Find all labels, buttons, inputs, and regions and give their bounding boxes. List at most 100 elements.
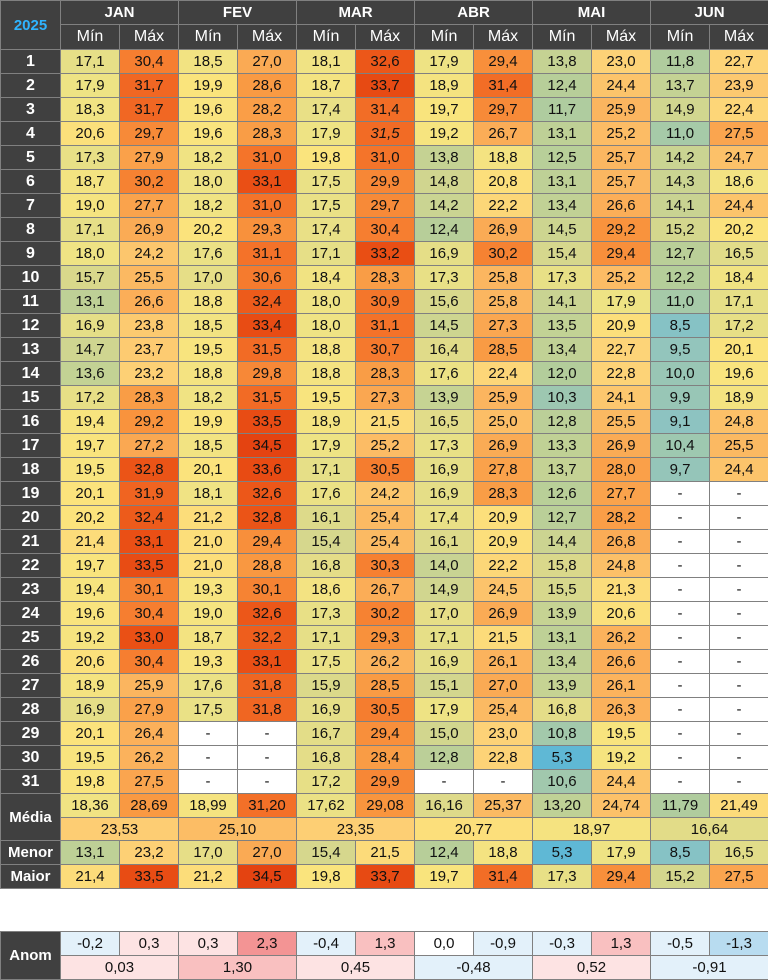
day-label: 30: [0, 745, 61, 770]
max-temp-cell: 22,4: [473, 361, 534, 386]
table-row: 10 15,7 25,5 17,0 30,6 18,4 28,3 17,3 25,8 17,3 25…: [0, 265, 768, 290]
anom-cell: 0,45: [296, 955, 415, 980]
max-temp-cell: -: [709, 745, 768, 770]
min-temp-cell: 20,1: [178, 457, 239, 482]
min-temp-cell: 11,0: [650, 121, 711, 146]
mean-min-cell: 13,20: [532, 793, 593, 818]
max-temp-cell: 27,5: [709, 121, 768, 146]
min-temp-cell: 13,1: [532, 121, 593, 146]
table-row: 6 18,7 30,2 18,0 33,1 17,5 29,9 14,8 20,8 13,1 25,…: [0, 169, 768, 194]
min-temp-cell: 18,0: [178, 169, 239, 194]
anom-cell: 0,52: [532, 955, 651, 980]
min-temp-cell: 17,6: [178, 673, 239, 698]
max-temp-cell: 33,4: [237, 313, 298, 338]
month-header: MAI: [532, 0, 652, 25]
day-label: 25: [0, 625, 61, 650]
min-temp-cell: 17,9: [296, 433, 357, 458]
max-temp-cell: 29,4: [591, 241, 652, 266]
max-temp-cell: 23,9: [709, 73, 768, 98]
min-temp-cell: 12,5: [532, 145, 593, 170]
max-temp-cell: 24,8: [709, 409, 768, 434]
highest-max-cell: 29,4: [591, 864, 652, 889]
day-label: 23: [0, 577, 61, 602]
month-header: JAN: [59, 0, 180, 25]
max-temp-cell: 33,5: [118, 553, 180, 578]
max-temp-cell: 26,9: [591, 433, 652, 458]
min-temp-cell: 13,8: [532, 49, 593, 74]
max-temp-cell: 24,2: [355, 481, 416, 506]
max-temp-cell: 22,2: [473, 553, 534, 578]
min-temp-cell: 19,5: [178, 337, 239, 362]
min-temp-cell: 16,1: [414, 529, 475, 554]
max-temp-cell: 28,6: [237, 73, 298, 98]
min-temp-cell: -: [650, 697, 711, 722]
min-temp-cell: 16,9: [60, 697, 120, 722]
min-temp-cell: 15,7: [60, 265, 120, 290]
min-temp-cell: 15,8: [532, 553, 593, 578]
mean-max-cell: 21,49: [709, 793, 768, 818]
min-temp-cell: 14,4: [532, 529, 593, 554]
max-temp-cell: -: [237, 769, 298, 794]
max-temp-cell: 32,6: [355, 49, 416, 74]
max-temp-cell: 18,8: [473, 145, 534, 170]
max-temp-cell: 20,8: [473, 169, 534, 194]
max-temp-cell: 25,5: [118, 265, 180, 290]
max-temp-cell: 29,3: [355, 625, 416, 650]
max-temp-cell: 22,8: [473, 745, 534, 770]
day-label: 2: [0, 73, 61, 98]
mean-min-cell: 16,16: [414, 793, 475, 818]
max-temp-cell: 21,3: [591, 577, 652, 602]
lowest-max-cell: 21,5: [355, 840, 416, 865]
max-temp-cell: 33,0: [118, 625, 180, 650]
max-temp-cell: -: [709, 769, 768, 794]
lowest-max-cell: 23,2: [118, 840, 180, 865]
table-row: 3 18,3 31,7 19,6 28,2 17,4 31,4 19,7 29,7 11,7 25,…: [0, 97, 768, 122]
day-label: 8: [0, 217, 61, 242]
max-temp-cell: 27,5: [118, 769, 180, 794]
max-temp-cell: 29,2: [591, 217, 652, 242]
min-temp-cell: 14,9: [414, 577, 475, 602]
min-temp-cell: 18,0: [296, 313, 357, 338]
max-temp-cell: 28,5: [355, 673, 416, 698]
min-temp-cell: 13,6: [60, 361, 120, 386]
anom-cell: -0,48: [414, 955, 533, 980]
max-temp-cell: 24,1: [591, 385, 652, 410]
max-header: Máx: [237, 24, 298, 50]
min-temp-cell: 12,7: [532, 505, 593, 530]
table-row: 28 16,9 27,9 17,5 31,8 16,9 30,5 17,9 25,4 16,8 26…: [0, 697, 768, 722]
day-label: 5: [0, 145, 61, 170]
min-temp-cell: 20,1: [60, 481, 120, 506]
max-temp-cell: 25,7: [591, 169, 652, 194]
min-temp-cell: 18,6: [296, 577, 357, 602]
min-temp-cell: 12,4: [532, 73, 593, 98]
min-temp-cell: 14,8: [414, 169, 475, 194]
lowest-max-cell: 16,5: [709, 840, 768, 865]
min-temp-cell: 18,0: [60, 241, 120, 266]
highest-max-cell: 33,5: [118, 864, 180, 889]
max-temp-cell: 29,7: [355, 193, 416, 218]
max-temp-cell: 33,1: [237, 649, 298, 674]
min-temp-cell: -: [414, 769, 475, 794]
max-temp-cell: 29,8: [237, 361, 298, 386]
min-temp-cell: 15,5: [532, 577, 593, 602]
max-temp-cell: 26,2: [591, 625, 652, 650]
table-row: 17 19,7 27,2 18,5 34,5 17,9 25,2 17,3 26,9 13,3 26…: [0, 433, 768, 458]
mean-cell: 20,77: [414, 817, 534, 841]
max-temp-cell: 32,4: [118, 505, 180, 530]
max-temp-cell: 28,2: [237, 97, 298, 122]
min-temp-cell: 20,6: [60, 649, 120, 674]
min-temp-cell: 17,9: [414, 697, 475, 722]
max-temp-cell: 30,4: [118, 49, 180, 74]
max-temp-cell: 30,6: [237, 265, 298, 290]
min-temp-cell: 17,3: [414, 265, 475, 290]
mean-min-cell: 18,99: [178, 793, 239, 818]
min-temp-cell: 13,1: [60, 289, 120, 314]
max-temp-cell: 30,2: [118, 169, 180, 194]
table-row: 24 19,6 30,4 19,0 32,6 17,3 30,2 17,0 26,9 13,9 20…: [0, 601, 768, 626]
highest-max-cell: 27,5: [709, 864, 768, 889]
mean-max-cell: 25,37: [473, 793, 534, 818]
lowest-max-cell: 27,0: [237, 840, 298, 865]
min-temp-cell: 16,8: [532, 697, 593, 722]
table-row: 29 20,1 26,4- -16,7 29,4 15,0 23,0 10,8 19,5- -: [0, 721, 768, 746]
max-temp-cell: 30,2: [355, 601, 416, 626]
